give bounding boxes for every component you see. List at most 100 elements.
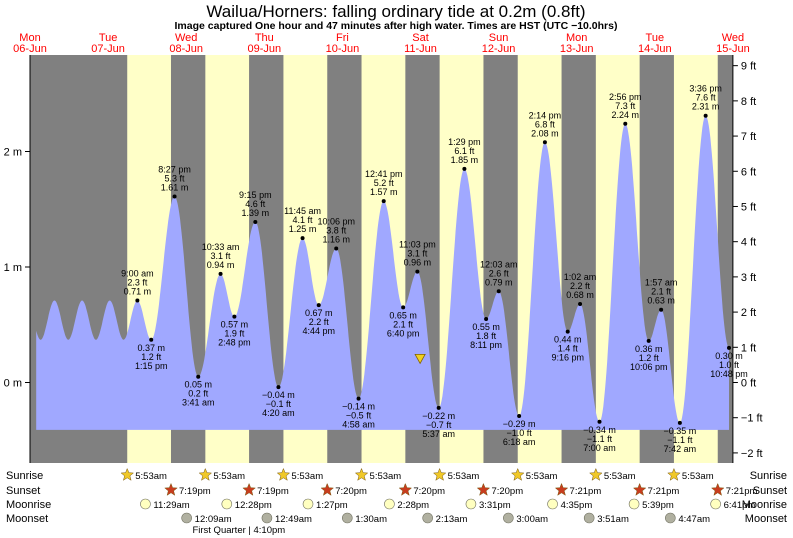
extreme-point: [316, 303, 321, 308]
sunset-star-icon: [164, 482, 178, 496]
extreme-label: −0.14 m: [342, 402, 375, 412]
extreme-point: [517, 413, 522, 418]
extreme-label: 1.25 m: [289, 224, 317, 234]
sunrise-star-icon: [589, 467, 603, 481]
right-tick-label: 9 ft: [741, 61, 756, 73]
moonset-time: 12:49am: [275, 514, 312, 525]
extreme-point: [597, 419, 602, 424]
extreme-label: 2.2 ft: [309, 317, 330, 327]
extreme-point: [623, 121, 628, 126]
extreme-point: [135, 298, 140, 303]
extreme-point: [484, 316, 489, 321]
extreme-point: [496, 289, 501, 294]
moonrise-time: 5:39pm: [642, 500, 674, 511]
extreme-point: [726, 345, 731, 350]
extreme-label: 3:41 am: [182, 398, 215, 408]
moonrise-row-label-right: Moonrise: [742, 499, 787, 511]
moonrise-row-label: Moonrise: [6, 499, 51, 511]
extreme-label: 0.79 m: [485, 277, 513, 287]
extreme-label: 2.31 m: [692, 102, 720, 112]
moon-phase-label: First Quarter | 4:10pm: [192, 525, 285, 536]
extreme-label: 10:48 pm: [710, 369, 748, 379]
sunset-star-icon: [320, 482, 335, 496]
moonrise-moon-icon: [628, 498, 640, 510]
day-date: 06-Jun: [13, 43, 47, 55]
extreme-label: 4:20 am: [262, 408, 295, 418]
extreme-label: −1.1 ft: [667, 435, 693, 445]
extreme-label: 12:03 am: [480, 259, 518, 269]
extreme-label: 3.1 ft: [211, 251, 232, 261]
sunset-star-icon: [632, 482, 647, 496]
extreme-label: 1.2 ft: [141, 352, 162, 362]
moonset-row-label: Moonset: [6, 513, 48, 525]
right-tick-label: 7 ft: [741, 131, 756, 143]
extreme-label: 1.85 m: [451, 155, 479, 165]
moonset-time: 12:09am: [195, 514, 232, 525]
moonrise-time: 4:35pm: [561, 500, 593, 511]
extreme-label: 0.68 m: [566, 290, 594, 300]
extreme-label: 8:27 pm: [158, 165, 191, 175]
extreme-label: −1.0 ft: [506, 428, 532, 438]
extreme-label: 11:45 am: [284, 206, 321, 216]
day-name: Sun: [489, 32, 509, 44]
extreme-label: 0.44 m: [554, 335, 582, 345]
sunrise-star-icon: [432, 467, 447, 481]
extreme-label: 1.61 m: [161, 183, 189, 193]
extreme-label: 2:56 pm: [609, 92, 642, 102]
sunset-star-icon: [554, 482, 569, 496]
extreme-label: 2.2 ft: [570, 281, 591, 291]
extreme-point: [149, 337, 154, 342]
extreme-label: 1.0 ft: [719, 360, 740, 370]
extreme-point: [578, 301, 583, 306]
extreme-label: 1:29 pm: [448, 137, 481, 147]
extreme-label: −0.04 m: [262, 390, 295, 400]
sunset-time: 7:21pm: [726, 486, 758, 497]
sunrise-time: 5:53am: [682, 471, 714, 482]
tide-extremes: 9:00 am2.3 ft0.71 m0.37 m1.2 ft1:15 pm8:…: [121, 84, 748, 454]
day-name: Mon: [19, 32, 40, 44]
extreme-label: 5:37 am: [422, 429, 455, 439]
sunrise-time: 5:53am: [291, 471, 323, 482]
sunset-star-icon: [476, 482, 491, 496]
day-date: 11-Jun: [404, 43, 437, 55]
extreme-point: [565, 329, 570, 334]
extreme-label: 1.39 m: [242, 208, 270, 218]
extreme-label: 0.37 m: [137, 343, 165, 353]
extreme-label: 8:11 pm: [470, 340, 502, 350]
moonrise-moon-icon: [221, 498, 233, 510]
moonrise-time: 6:41pm: [724, 500, 756, 511]
extreme-label: −0.35 m: [663, 426, 696, 436]
right-tick-label: 2 ft: [741, 307, 756, 319]
extreme-label: 0.96 m: [404, 258, 432, 268]
extreme-point: [401, 305, 406, 310]
extreme-point: [300, 236, 305, 241]
sunrise-time: 5:53am: [604, 471, 636, 482]
extreme-label: 7:42 am: [664, 444, 697, 454]
extreme-label: 1.4 ft: [558, 344, 579, 354]
sunset-time: 7:19pm: [179, 486, 211, 497]
extreme-label: 0.57 m: [221, 320, 249, 330]
extreme-label: 1.57 m: [370, 187, 398, 197]
sunset-time: 7:21pm: [570, 486, 602, 497]
extreme-label: 4.1 ft: [293, 215, 314, 225]
extreme-label: 7.6 ft: [696, 93, 717, 103]
extreme-point: [196, 374, 201, 379]
day-name: Fri: [336, 32, 349, 44]
right-tick-label: −1 ft: [741, 413, 763, 425]
right-tick-label: 5 ft: [741, 201, 756, 213]
day-date: 09-Jun: [247, 43, 281, 55]
sunrise-star-icon: [198, 467, 213, 481]
moonset-row-label-right: Moonset: [745, 513, 787, 525]
extreme-point: [462, 166, 467, 171]
axes: 2 m 1 m 0 m 9 ft 8 ft 7 ft 6 ft 5 ft 4 ft 3 ft 2 f…: [4, 55, 763, 463]
extreme-label: −0.22 m: [422, 411, 455, 421]
extreme-label: 4.6 ft: [245, 199, 266, 209]
moonrise-moon-icon: [140, 498, 151, 510]
day-name: Wed: [175, 32, 197, 44]
extreme-label: −0.7 ft: [426, 420, 452, 430]
extreme-label: 2.24 m: [612, 110, 640, 120]
sunrise-time: 5:53am: [448, 471, 480, 482]
current-level-triangle: [414, 353, 426, 365]
moonset-time: 2:13am: [436, 514, 468, 525]
right-tick-label: 3 ft: [741, 272, 756, 284]
